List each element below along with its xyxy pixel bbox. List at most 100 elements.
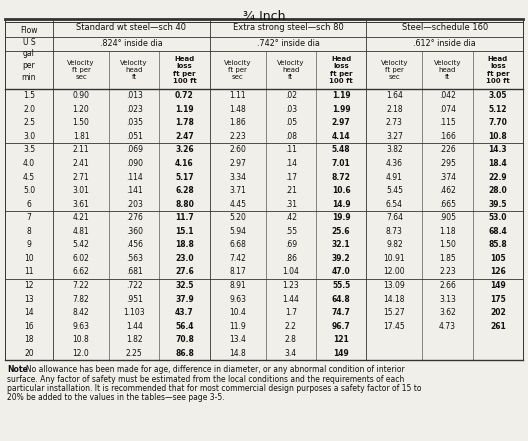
Text: 2.60: 2.60 (229, 146, 246, 154)
Text: .090: .090 (126, 159, 143, 168)
Text: .563: .563 (126, 254, 143, 263)
Text: 6.68: 6.68 (229, 240, 246, 249)
Text: Velocity
ft per
sec: Velocity ft per sec (381, 60, 408, 80)
Text: 2.2: 2.2 (285, 321, 297, 331)
Text: 10.6: 10.6 (332, 186, 351, 195)
Text: .905: .905 (439, 213, 456, 222)
Text: .05: .05 (285, 118, 297, 127)
Text: 6: 6 (26, 200, 32, 209)
Text: .681: .681 (126, 267, 143, 277)
Text: 27.6: 27.6 (175, 267, 194, 277)
Text: 5.94: 5.94 (229, 227, 246, 236)
Text: .742° inside dia: .742° inside dia (257, 40, 319, 49)
Text: 4.73: 4.73 (439, 321, 456, 331)
Text: 74.7: 74.7 (332, 308, 351, 317)
Text: .21: .21 (285, 186, 297, 195)
Text: 2.71: 2.71 (73, 172, 89, 182)
Text: Steel—schedule 160: Steel—schedule 160 (401, 23, 488, 33)
Text: 13.4: 13.4 (229, 335, 246, 344)
Text: 37.9: 37.9 (175, 295, 194, 303)
Text: 3.05: 3.05 (488, 91, 507, 100)
Text: 1.103: 1.103 (124, 308, 145, 317)
Text: .166: .166 (439, 132, 456, 141)
Text: 2.11: 2.11 (73, 146, 89, 154)
Text: 11.9: 11.9 (229, 321, 246, 331)
Text: 8.73: 8.73 (386, 227, 403, 236)
Text: .013: .013 (126, 91, 143, 100)
Text: .042: .042 (439, 91, 456, 100)
Text: 22.9: 22.9 (488, 172, 507, 182)
Text: particular installation. It is recommended that for most commercial design purpo: particular installation. It is recommend… (7, 384, 421, 393)
Text: 3.34: 3.34 (229, 172, 246, 182)
Text: Extra strong steel—sch 80: Extra strong steel—sch 80 (233, 23, 343, 33)
Text: 15.27: 15.27 (383, 308, 405, 317)
Text: .114: .114 (126, 172, 143, 182)
Text: 70.8: 70.8 (175, 335, 194, 344)
Text: 3.4: 3.4 (285, 349, 297, 358)
Text: 17.45: 17.45 (383, 321, 406, 331)
Text: 64.8: 64.8 (332, 295, 351, 303)
Text: : No allowance has been made for age, difference in diameter, or any abnormal co: : No allowance has been made for age, di… (21, 365, 405, 374)
Text: 10.4: 10.4 (229, 308, 246, 317)
Text: 3.0: 3.0 (23, 132, 35, 141)
Text: 149: 149 (490, 281, 506, 290)
Text: 1.44: 1.44 (126, 321, 143, 331)
Text: 8.91: 8.91 (229, 281, 246, 290)
Text: 1.50: 1.50 (73, 118, 89, 127)
Text: .08: .08 (285, 132, 297, 141)
Text: 39.5: 39.5 (488, 200, 507, 209)
Text: 4.91: 4.91 (386, 172, 403, 182)
Text: 3.5: 3.5 (23, 146, 35, 154)
Text: 32.1: 32.1 (332, 240, 351, 249)
Text: 121: 121 (333, 335, 349, 344)
Text: .069: .069 (126, 146, 143, 154)
Text: 3.71: 3.71 (229, 186, 246, 195)
Text: 14.3: 14.3 (488, 146, 507, 154)
Text: 1.50: 1.50 (439, 240, 456, 249)
Text: .203: .203 (126, 200, 143, 209)
Text: 7.70: 7.70 (488, 118, 507, 127)
Text: 1.82: 1.82 (126, 335, 143, 344)
Text: 1.78: 1.78 (175, 118, 194, 127)
Text: .31: .31 (285, 200, 297, 209)
Text: .141: .141 (126, 186, 143, 195)
Text: .295: .295 (439, 159, 456, 168)
Text: 1.64: 1.64 (386, 91, 403, 100)
Text: .612° inside dia: .612° inside dia (413, 40, 476, 49)
Text: .035: .035 (126, 118, 143, 127)
Text: 6.62: 6.62 (73, 267, 89, 277)
Text: 43.7: 43.7 (175, 308, 194, 317)
Text: 2.73: 2.73 (386, 118, 403, 127)
Text: 5.48: 5.48 (332, 146, 351, 154)
Text: .86: .86 (285, 254, 297, 263)
Text: 5.42: 5.42 (73, 240, 89, 249)
Text: 14.18: 14.18 (384, 295, 405, 303)
Text: Velocity
ft per
sec: Velocity ft per sec (224, 60, 251, 80)
Text: 1.44: 1.44 (282, 295, 299, 303)
Text: 39.2: 39.2 (332, 254, 351, 263)
Text: 10: 10 (24, 254, 34, 263)
Text: 3.01: 3.01 (73, 186, 89, 195)
Text: 19.9: 19.9 (332, 213, 351, 222)
Text: 12.0: 12.0 (73, 349, 89, 358)
Text: .55: .55 (285, 227, 297, 236)
Text: 85.8: 85.8 (488, 240, 507, 249)
Text: 2.5: 2.5 (23, 118, 35, 127)
Text: 18: 18 (24, 335, 34, 344)
Text: 28.0: 28.0 (488, 186, 507, 195)
Text: 3.82: 3.82 (386, 146, 403, 154)
Text: 25.6: 25.6 (332, 227, 351, 236)
Text: .722: .722 (126, 281, 143, 290)
Text: .824° inside dia: .824° inside dia (100, 40, 163, 49)
Text: 18.4: 18.4 (488, 159, 507, 168)
Text: 5.45: 5.45 (386, 186, 403, 195)
Text: 2.41: 2.41 (73, 159, 89, 168)
Text: 86.8: 86.8 (175, 349, 194, 358)
Text: 4.21: 4.21 (73, 213, 89, 222)
Text: .276: .276 (126, 213, 143, 222)
Text: 3.26: 3.26 (175, 146, 194, 154)
Text: Velocity
head
ft: Velocity head ft (433, 60, 461, 80)
Text: Flow
U S
gal
per
min: Flow U S gal per min (20, 26, 37, 82)
Text: Velocity
head
ft: Velocity head ft (120, 60, 148, 80)
Text: 20% be added to the values in the tables—see page 3-5.: 20% be added to the values in the tables… (7, 393, 224, 403)
